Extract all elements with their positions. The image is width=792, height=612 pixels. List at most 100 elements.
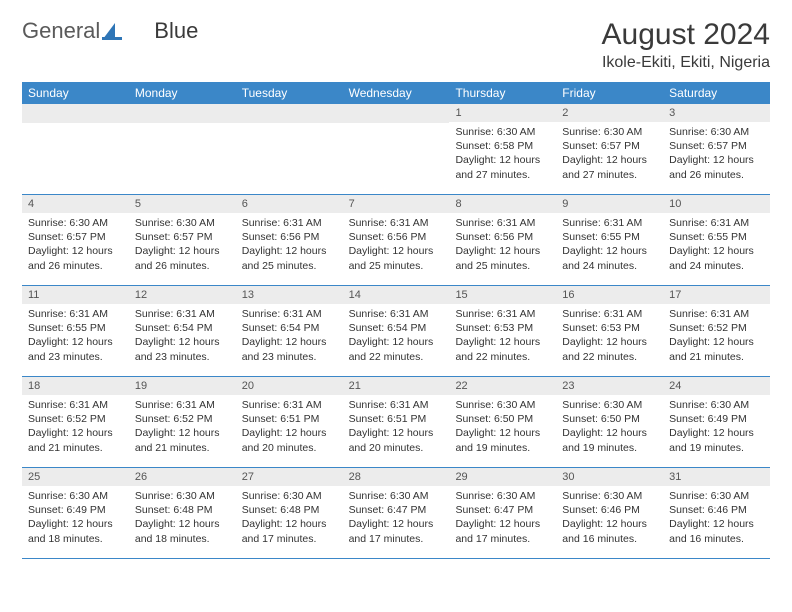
day-number: 13 [236,286,343,304]
day-content: Sunrise: 6:31 AMSunset: 6:53 PMDaylight:… [556,304,663,370]
sunset-text: Sunset: 6:51 PM [242,412,337,426]
day-number: 1 [449,104,556,122]
sunrise-text: Sunrise: 6:31 AM [455,307,550,321]
sunset-text: Sunset: 6:54 PM [135,321,230,335]
day-content: Sunrise: 6:31 AMSunset: 6:52 PMDaylight:… [129,395,236,461]
calendar-day-cell [236,104,343,194]
day-number: 29 [449,468,556,486]
calendar-day-cell: 26Sunrise: 6:30 AMSunset: 6:48 PMDayligh… [129,468,236,558]
location-title: Ikole-Ekiti, Ekiti, Nigeria [602,54,770,72]
calendar-day-cell: 15Sunrise: 6:31 AMSunset: 6:53 PMDayligh… [449,286,556,376]
sunset-text: Sunset: 6:58 PM [455,139,550,153]
sunset-text: Sunset: 6:56 PM [349,230,444,244]
sunset-text: Sunset: 6:52 PM [135,412,230,426]
calendar-week-row: 18Sunrise: 6:31 AMSunset: 6:52 PMDayligh… [22,377,770,468]
day-number: 7 [343,195,450,213]
daylight-text: Daylight: 12 hours and 17 minutes. [349,517,444,545]
calendar-week-row: 4Sunrise: 6:30 AMSunset: 6:57 PMDaylight… [22,195,770,286]
daylight-text: Daylight: 12 hours and 20 minutes. [242,426,337,454]
sunrise-text: Sunrise: 6:31 AM [562,307,657,321]
calendar-day-cell: 11Sunrise: 6:31 AMSunset: 6:55 PMDayligh… [22,286,129,376]
sunrise-text: Sunrise: 6:30 AM [135,216,230,230]
daylight-text: Daylight: 12 hours and 19 minutes. [455,426,550,454]
sunrise-text: Sunrise: 6:30 AM [455,125,550,139]
logo: General Blue [22,18,198,44]
daylight-text: Daylight: 12 hours and 19 minutes. [562,426,657,454]
day-number: 21 [343,377,450,395]
day-number [129,104,236,123]
day-number: 5 [129,195,236,213]
day-number: 24 [663,377,770,395]
calendar-day-cell: 27Sunrise: 6:30 AMSunset: 6:48 PMDayligh… [236,468,343,558]
calendar-day-cell: 13Sunrise: 6:31 AMSunset: 6:54 PMDayligh… [236,286,343,376]
day-number: 26 [129,468,236,486]
daylight-text: Daylight: 12 hours and 22 minutes. [455,335,550,363]
sunrise-text: Sunrise: 6:31 AM [349,216,444,230]
daylight-text: Daylight: 12 hours and 25 minutes. [349,244,444,272]
sunset-text: Sunset: 6:52 PM [669,321,764,335]
day-number: 25 [22,468,129,486]
day-content: Sunrise: 6:31 AMSunset: 6:55 PMDaylight:… [556,213,663,279]
calendar-day-cell: 19Sunrise: 6:31 AMSunset: 6:52 PMDayligh… [129,377,236,467]
calendar-day-cell [129,104,236,194]
sunset-text: Sunset: 6:50 PM [562,412,657,426]
day-content: Sunrise: 6:31 AMSunset: 6:55 PMDaylight:… [22,304,129,370]
day-number: 23 [556,377,663,395]
day-content: Sunrise: 6:30 AMSunset: 6:47 PMDaylight:… [343,486,450,552]
month-title: August 2024 [602,18,770,52]
weekday-header: Saturday [663,82,770,104]
sunrise-text: Sunrise: 6:31 AM [669,216,764,230]
daylight-text: Daylight: 12 hours and 21 minutes. [28,426,123,454]
daylight-text: Daylight: 12 hours and 21 minutes. [669,335,764,363]
daylight-text: Daylight: 12 hours and 27 minutes. [562,153,657,181]
sunrise-text: Sunrise: 6:30 AM [669,489,764,503]
sunset-text: Sunset: 6:48 PM [135,503,230,517]
sunset-text: Sunset: 6:57 PM [562,139,657,153]
sunrise-text: Sunrise: 6:30 AM [455,398,550,412]
day-content: Sunrise: 6:31 AMSunset: 6:54 PMDaylight:… [343,304,450,370]
day-content: Sunrise: 6:30 AMSunset: 6:57 PMDaylight:… [663,122,770,188]
day-number: 30 [556,468,663,486]
daylight-text: Daylight: 12 hours and 20 minutes. [349,426,444,454]
day-content: Sunrise: 6:30 AMSunset: 6:48 PMDaylight:… [129,486,236,552]
calendar-day-cell: 10Sunrise: 6:31 AMSunset: 6:55 PMDayligh… [663,195,770,285]
calendar-day-cell: 20Sunrise: 6:31 AMSunset: 6:51 PMDayligh… [236,377,343,467]
calendar-day-cell: 17Sunrise: 6:31 AMSunset: 6:52 PMDayligh… [663,286,770,376]
sunset-text: Sunset: 6:53 PM [455,321,550,335]
sunrise-text: Sunrise: 6:31 AM [455,216,550,230]
day-number: 3 [663,104,770,122]
calendar-week-row: 25Sunrise: 6:30 AMSunset: 6:49 PMDayligh… [22,468,770,559]
sunrise-text: Sunrise: 6:30 AM [28,216,123,230]
sunset-text: Sunset: 6:55 PM [562,230,657,244]
weekday-header: Tuesday [236,82,343,104]
day-content: Sunrise: 6:30 AMSunset: 6:46 PMDaylight:… [556,486,663,552]
sunset-text: Sunset: 6:49 PM [669,412,764,426]
sunset-text: Sunset: 6:56 PM [242,230,337,244]
daylight-text: Daylight: 12 hours and 18 minutes. [135,517,230,545]
weekday-header: Thursday [449,82,556,104]
daylight-text: Daylight: 12 hours and 18 minutes. [28,517,123,545]
calendar-page: General Blue August 2024 Ikole-Ekiti, Ek… [0,0,792,569]
calendar-day-cell: 9Sunrise: 6:31 AMSunset: 6:55 PMDaylight… [556,195,663,285]
day-content: Sunrise: 6:30 AMSunset: 6:48 PMDaylight:… [236,486,343,552]
daylight-text: Daylight: 12 hours and 23 minutes. [135,335,230,363]
daylight-text: Daylight: 12 hours and 25 minutes. [242,244,337,272]
day-number: 4 [22,195,129,213]
logo-text-2: Blue [154,18,198,44]
sunrise-text: Sunrise: 6:30 AM [669,398,764,412]
sunrise-text: Sunrise: 6:30 AM [669,125,764,139]
daylight-text: Daylight: 12 hours and 16 minutes. [669,517,764,545]
day-content: Sunrise: 6:31 AMSunset: 6:54 PMDaylight:… [236,304,343,370]
logo-sail-icon [102,22,122,40]
calendar-day-cell: 29Sunrise: 6:30 AMSunset: 6:47 PMDayligh… [449,468,556,558]
daylight-text: Daylight: 12 hours and 25 minutes. [455,244,550,272]
daylight-text: Daylight: 12 hours and 17 minutes. [242,517,337,545]
sunrise-text: Sunrise: 6:30 AM [242,489,337,503]
sunset-text: Sunset: 6:46 PM [562,503,657,517]
day-number: 8 [449,195,556,213]
sunset-text: Sunset: 6:48 PM [242,503,337,517]
sunrise-text: Sunrise: 6:31 AM [135,307,230,321]
daylight-text: Daylight: 12 hours and 23 minutes. [28,335,123,363]
sunrise-text: Sunrise: 6:31 AM [669,307,764,321]
calendar-day-cell: 7 Sunrise: 6:31 AMSunset: 6:56 PMDaylight… [343,195,450,285]
